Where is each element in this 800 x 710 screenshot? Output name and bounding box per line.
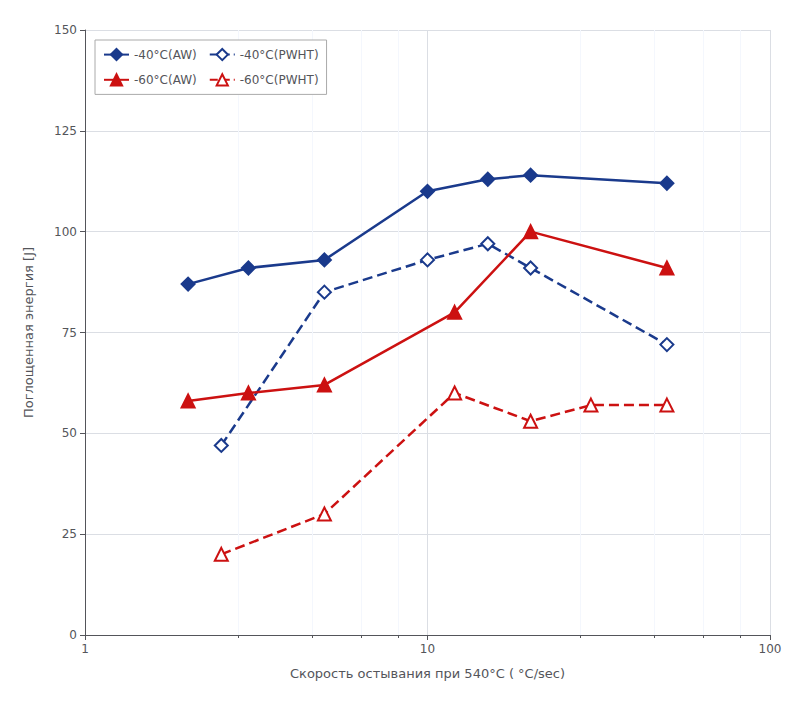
svg-text:-40°C(AW): -40°C(AW) (134, 48, 197, 62)
svg-text:-60°C(AW): -60°C(AW) (134, 73, 197, 87)
svg-text:25: 25 (62, 527, 77, 541)
svg-text:75: 75 (62, 326, 77, 340)
svg-text:Скорость остывания при 540°C (: Скорость остывания при 540°C ( °C/sec) (290, 666, 565, 681)
svg-text:125: 125 (54, 124, 77, 138)
svg-text:100: 100 (54, 225, 77, 239)
svg-text:50: 50 (62, 426, 77, 440)
svg-text:100: 100 (759, 642, 782, 656)
svg-text:1: 1 (81, 642, 89, 656)
svg-text:10: 10 (420, 642, 435, 656)
svg-text:Поглощенная энергия [J]: Поглощенная энергия [J] (21, 247, 36, 418)
svg-text:-60°C(PWHT): -60°C(PWHT) (240, 73, 319, 87)
svg-text:0: 0 (69, 628, 77, 642)
svg-text:-40°C(PWHT): -40°C(PWHT) (240, 48, 319, 62)
svg-text:150: 150 (54, 23, 77, 37)
